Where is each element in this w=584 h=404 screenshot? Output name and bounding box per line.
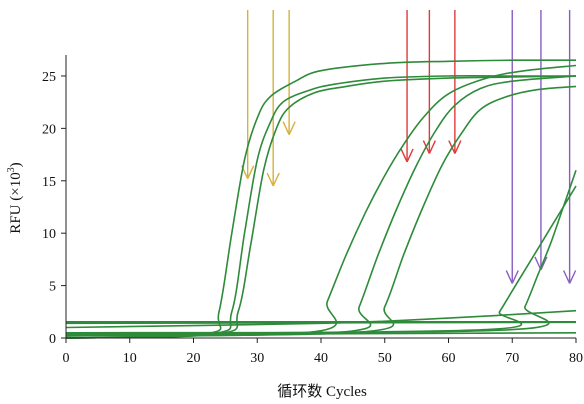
y-tick-label: 20: [42, 122, 56, 137]
amplification-curve-8: [65, 170, 577, 334]
amplification-curve-2: [65, 75, 576, 339]
amplification-curve-5: [65, 75, 577, 337]
annotation-arrow-1-2: [266, 10, 280, 187]
x-tick-label: 70: [505, 351, 519, 366]
annotation-arrow-2-1: [400, 10, 414, 163]
annotation-arrow-1-3: [282, 10, 296, 135]
amplification-curve-3: [65, 75, 577, 339]
y-axis-title: RFU (×103): [6, 162, 24, 233]
annotation-arrow-3-3: [562, 10, 577, 284]
amplification-curve-6: [65, 85, 577, 337]
annotation-arrow-3-2: [534, 10, 548, 271]
annotation-arrow-3-1: [505, 10, 519, 284]
x-tick-label: 10: [123, 351, 137, 366]
annotation-arrow-2-2: [422, 10, 437, 154]
x-tick-label: 40: [314, 351, 328, 366]
amplification-curve-1: [65, 59, 577, 339]
y-tick-label: 0: [49, 332, 56, 347]
x-tick-label: 80: [569, 351, 583, 366]
annotation-arrow-1-1: [241, 10, 255, 179]
annotation-arrow-2-3: [448, 10, 462, 154]
y-axis-title-superscript: 3: [6, 167, 17, 172]
amplification-curve-12: [65, 332, 577, 336]
x-tick-label: 20: [187, 351, 201, 366]
y-tick-label: 25: [42, 70, 56, 85]
y-tick-label: 10: [42, 227, 56, 242]
x-axis-title: 循环数 Cycles: [277, 383, 367, 400]
axes: [65, 55, 576, 339]
y-tick-label: 15: [42, 175, 56, 190]
ticks: 0 10 20 30 40 50 60 70 80 0 5 10 15 20 25: [42, 70, 583, 366]
x-tick-label: 0: [63, 351, 70, 366]
y-axis-title-text: RFU (×10: [8, 172, 24, 233]
x-tick-label: 30: [250, 351, 264, 366]
y-tick-label: 5: [49, 280, 56, 295]
x-tick-label: 50: [378, 351, 392, 366]
y-axis-title-close: ): [8, 162, 24, 167]
amplification-curve-4: [65, 64, 577, 337]
x-tick-label: 60: [442, 351, 456, 366]
amplification-curves: [65, 59, 577, 339]
amplification-curve-7: [65, 185, 577, 335]
arrow-annotations: [241, 10, 577, 284]
